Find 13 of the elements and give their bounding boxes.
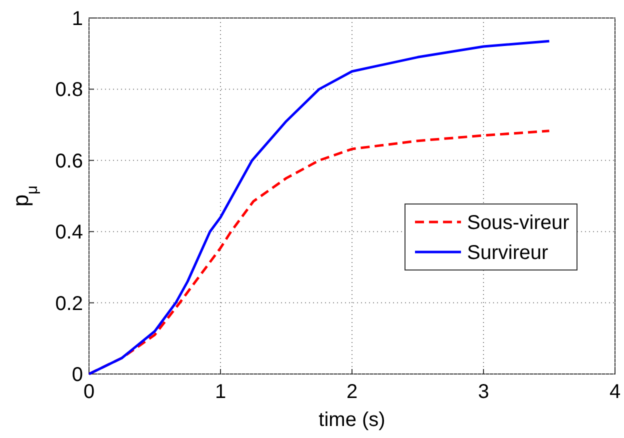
y-tick-label: 0.2 (55, 292, 83, 315)
x-tick-label: 3 (478, 381, 490, 403)
y-tick-label: 1 (72, 8, 83, 30)
x-axis-title: time (s) (318, 409, 386, 431)
y-tick-label: 0.8 (55, 79, 83, 102)
x-tick-label: 2 (346, 381, 358, 403)
x-tick-label: 1 (214, 381, 226, 403)
y-tick-label: 0.4 (55, 222, 83, 244)
x-tick-label: 4 (609, 381, 621, 403)
legend-label: Survireur (467, 242, 548, 264)
legend-label: Sous-vireur (467, 212, 570, 234)
y-tick-label: 0.6 (55, 150, 83, 172)
y-tick-label: 0 (72, 364, 83, 386)
